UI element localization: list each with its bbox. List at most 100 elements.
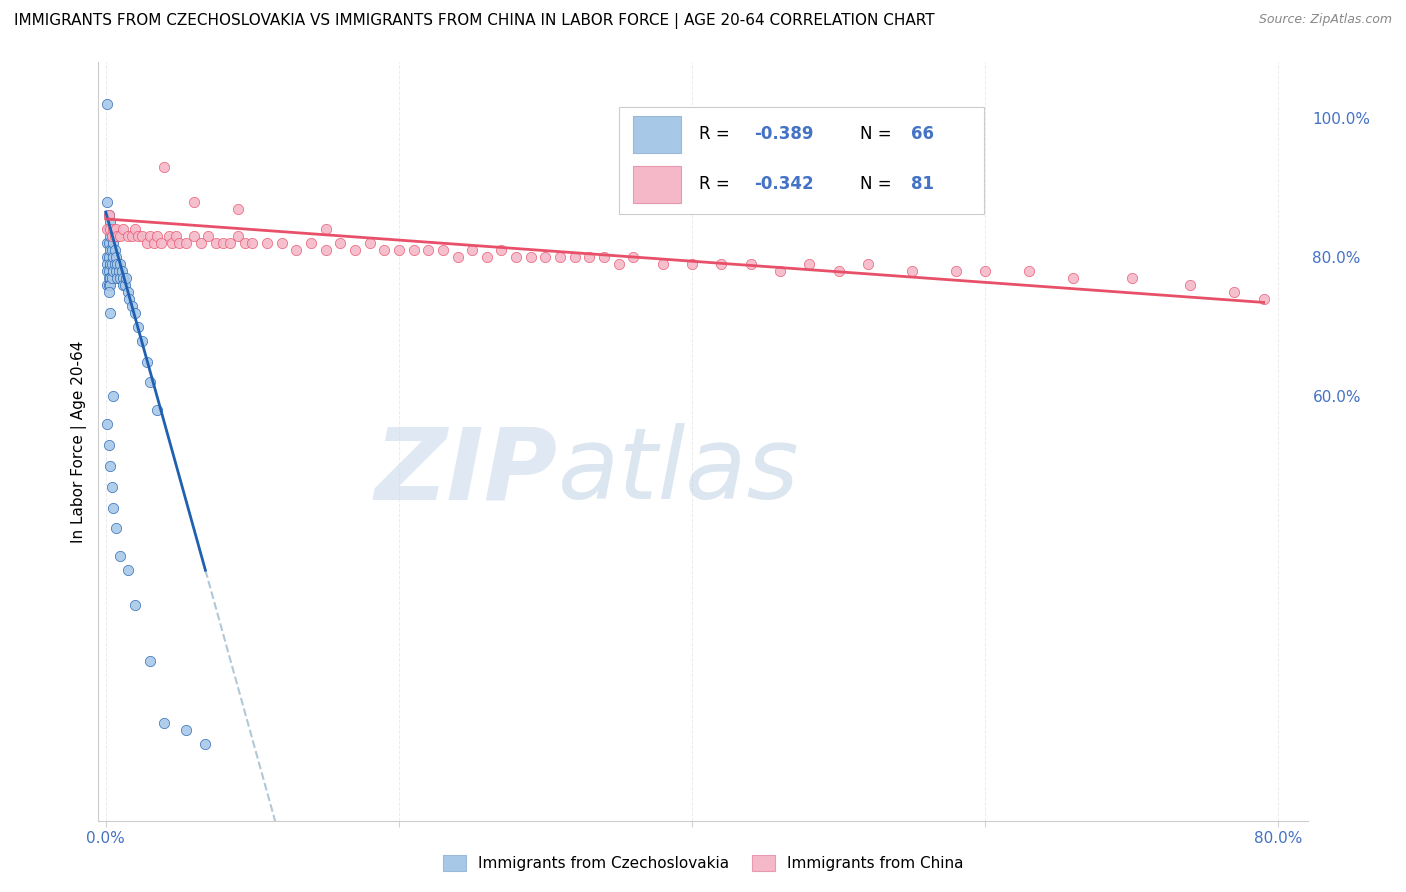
Point [607, 257, 630, 271]
Text: 81: 81 [911, 175, 934, 193]
Point [1121, 271, 1143, 285]
Point [112, 271, 135, 285]
FancyBboxPatch shape [619, 107, 984, 214]
Point [96, 417, 118, 432]
Text: R =: R = [699, 175, 735, 193]
Point [97, 250, 120, 264]
Point [98, 257, 121, 271]
Point [103, 229, 125, 244]
Point [135, 354, 157, 368]
Point [146, 229, 169, 244]
Point [461, 244, 484, 258]
Point [475, 250, 498, 264]
Point [103, 244, 125, 258]
Point [101, 250, 124, 264]
Point [153, 160, 176, 174]
Point [96, 222, 118, 236]
Point [98, 306, 121, 320]
Point [167, 236, 190, 251]
Point [101, 500, 124, 515]
Point [110, 257, 132, 271]
Point [98, 271, 121, 285]
Text: -0.342: -0.342 [754, 175, 814, 193]
Point [117, 563, 139, 577]
Point [115, 271, 138, 285]
Point [112, 278, 135, 293]
Point [945, 264, 967, 278]
Point [97, 209, 120, 223]
Point [107, 257, 129, 271]
Point [101, 389, 124, 403]
Point [240, 236, 263, 251]
Point [219, 236, 242, 251]
Point [98, 229, 121, 244]
Point [491, 244, 513, 258]
Point [194, 737, 217, 751]
Point [124, 222, 146, 236]
Point [285, 244, 308, 258]
Point [212, 236, 235, 251]
Point [118, 292, 141, 306]
Point [432, 244, 454, 258]
Point [124, 306, 146, 320]
Text: 66: 66 [911, 125, 934, 143]
Point [359, 236, 381, 251]
Point [107, 271, 129, 285]
Text: N =: N = [860, 125, 897, 143]
Point [505, 250, 527, 264]
Point [856, 257, 879, 271]
Point [373, 244, 395, 258]
Point [127, 319, 149, 334]
Point [100, 229, 122, 244]
Point [901, 264, 924, 278]
Point [740, 257, 762, 271]
Point [98, 458, 121, 473]
Point [343, 244, 366, 258]
Point [564, 250, 586, 264]
Point [100, 480, 122, 494]
Point [98, 244, 121, 258]
Point [1223, 285, 1246, 299]
Point [96, 278, 118, 293]
Point [197, 229, 219, 244]
Point [176, 236, 198, 251]
Point [105, 264, 128, 278]
Point [96, 250, 118, 264]
Point [97, 222, 120, 236]
Bar [633, 116, 681, 153]
Point [131, 229, 153, 244]
Point [96, 97, 118, 112]
Point [108, 264, 131, 278]
Point [111, 264, 134, 278]
Point [105, 222, 128, 236]
Point [100, 244, 122, 258]
Text: R =: R = [699, 125, 735, 143]
Point [110, 229, 132, 244]
Point [1062, 271, 1084, 285]
Point [97, 264, 120, 278]
Point [226, 202, 249, 216]
Point [548, 250, 571, 264]
Point [299, 236, 322, 251]
Point [176, 723, 198, 738]
Text: IMMIGRANTS FROM CZECHOSLOVAKIA VS IMMIGRANTS FROM CHINA IN LABOR FORCE | AGE 20-: IMMIGRANTS FROM CZECHOSLOVAKIA VS IMMIGR… [14, 13, 935, 29]
Point [127, 229, 149, 244]
Point [121, 299, 143, 313]
Text: ZIP: ZIP [375, 424, 558, 520]
Point [97, 278, 120, 293]
Text: -0.389: -0.389 [754, 125, 814, 143]
Legend: Immigrants from Czechoslovakia, Immigrants from China: Immigrants from Czechoslovakia, Immigran… [436, 849, 970, 878]
Point [97, 236, 120, 251]
Point [121, 229, 143, 244]
Point [578, 250, 600, 264]
Point [827, 264, 849, 278]
Point [520, 250, 543, 264]
Point [388, 244, 411, 258]
Text: atlas: atlas [558, 424, 800, 520]
Point [138, 376, 160, 390]
Point [96, 264, 118, 278]
Point [143, 236, 166, 251]
Point [534, 250, 557, 264]
Point [96, 194, 118, 209]
Point [150, 236, 173, 251]
